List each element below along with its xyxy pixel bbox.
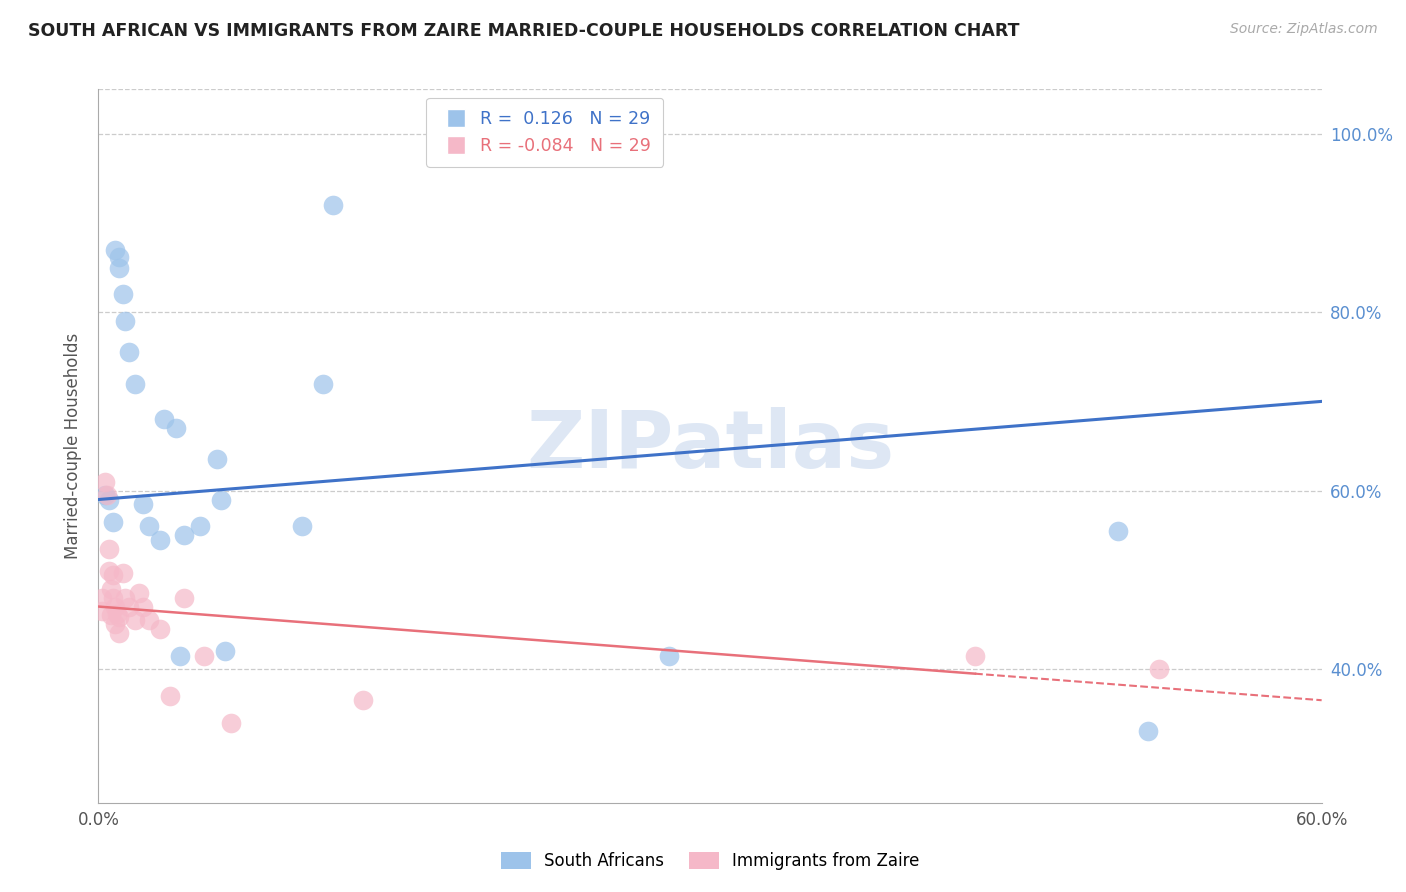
Point <box>1137 724 1160 739</box>
Point <box>188 519 212 533</box>
Text: SOUTH AFRICAN VS IMMIGRANTS FROM ZAIRE MARRIED-COUPLE HOUSEHOLDS CORRELATION CHA: SOUTH AFRICAN VS IMMIGRANTS FROM ZAIRE M… <box>28 22 1019 40</box>
Point <box>219 715 242 730</box>
Point <box>97 541 120 556</box>
Point <box>124 376 146 391</box>
Point <box>152 412 174 426</box>
Point <box>138 613 160 627</box>
Point <box>138 519 160 533</box>
Point <box>132 599 155 614</box>
Point <box>104 617 127 632</box>
Point <box>100 582 122 596</box>
Text: Source: ZipAtlas.com: Source: ZipAtlas.com <box>1230 22 1378 37</box>
Point <box>96 488 118 502</box>
Point <box>97 564 120 578</box>
Point <box>111 566 134 580</box>
Point <box>101 591 124 605</box>
Point <box>322 198 344 212</box>
Point <box>93 475 115 489</box>
Point <box>193 648 215 663</box>
Point <box>108 250 131 264</box>
Point <box>173 528 195 542</box>
Point <box>173 591 195 605</box>
Point <box>159 689 181 703</box>
Point <box>124 613 146 627</box>
Point <box>352 693 374 707</box>
Point <box>114 591 136 605</box>
Point <box>105 607 128 621</box>
Point <box>291 519 314 533</box>
Point <box>118 599 141 614</box>
Point <box>149 533 172 547</box>
Point <box>209 492 232 507</box>
Point <box>1147 662 1170 676</box>
Point <box>104 599 127 614</box>
Point <box>128 586 150 600</box>
Point <box>104 243 127 257</box>
Point <box>100 608 122 623</box>
Point <box>658 648 681 663</box>
Point <box>111 287 134 301</box>
Point <box>214 644 236 658</box>
Point <box>91 591 114 605</box>
Point <box>108 626 131 640</box>
Point <box>965 648 987 663</box>
Y-axis label: Married-couple Households: Married-couple Households <box>63 333 82 559</box>
Point <box>93 488 115 502</box>
Point <box>205 452 228 467</box>
Point <box>101 568 124 582</box>
Point <box>118 345 141 359</box>
Point <box>114 314 136 328</box>
Point <box>149 622 172 636</box>
Text: ZIPatlas: ZIPatlas <box>526 407 894 485</box>
Point <box>101 515 124 529</box>
Point <box>169 648 191 663</box>
Point <box>312 376 335 391</box>
Point <box>108 610 131 624</box>
Legend: South Africans, Immigrants from Zaire: South Africans, Immigrants from Zaire <box>494 845 927 877</box>
Point <box>108 260 131 275</box>
Point <box>132 497 155 511</box>
Point <box>165 421 187 435</box>
Point <box>1107 524 1129 538</box>
Point <box>97 492 120 507</box>
Point <box>91 604 114 618</box>
